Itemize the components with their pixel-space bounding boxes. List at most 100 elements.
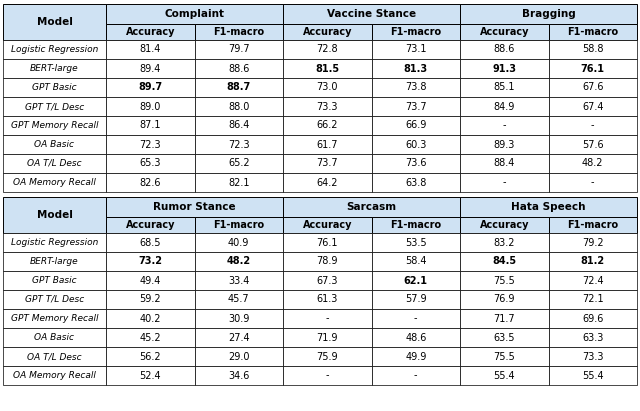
Text: Complaint: Complaint [164,9,225,19]
Text: 83.2: 83.2 [493,238,515,247]
Bar [106,59,195,78]
Text: 73.3: 73.3 [582,351,604,362]
Bar [106,252,195,271]
Text: 40.2: 40.2 [140,314,161,323]
Bar [371,309,460,328]
Text: 45.7: 45.7 [228,295,250,305]
Text: 88.6: 88.6 [493,44,515,55]
Text: 58.4: 58.4 [405,256,426,266]
Bar [371,271,460,290]
Bar [3,290,106,309]
Bar [460,97,548,116]
Text: 30.9: 30.9 [228,314,250,323]
Text: 63.8: 63.8 [405,178,426,187]
Bar [460,78,548,97]
Text: GPT Memory Recall: GPT Memory Recall [11,314,99,323]
Text: 88.0: 88.0 [228,102,250,111]
Text: 55.4: 55.4 [582,370,604,381]
Text: 67.4: 67.4 [582,102,604,111]
Bar [195,233,283,252]
Bar [283,290,371,309]
Text: 67.3: 67.3 [317,275,338,286]
Bar [283,328,371,347]
Bar [195,24,283,40]
Bar [3,366,106,385]
Bar [106,173,195,192]
Bar [3,271,106,290]
Text: Hata Speech: Hata Speech [511,202,586,212]
Text: Vaccine Stance: Vaccine Stance [327,9,416,19]
Text: GPT T/L Desc: GPT T/L Desc [25,102,84,111]
Bar [3,4,106,40]
Text: 65.3: 65.3 [140,159,161,169]
Bar [195,290,283,309]
Text: 67.6: 67.6 [582,83,604,92]
Bar [195,309,283,328]
Bar [283,309,371,328]
Text: 58.8: 58.8 [582,44,604,55]
Bar [3,347,106,366]
Bar [548,309,637,328]
Text: 40.9: 40.9 [228,238,250,247]
Text: 62.1: 62.1 [404,275,428,286]
Bar [3,173,106,192]
Bar [283,59,371,78]
Bar [460,290,548,309]
Text: F1-macro: F1-macro [213,27,264,37]
Text: 72.1: 72.1 [582,295,604,305]
Bar [548,24,637,40]
Text: Logistic Regression: Logistic Regression [11,238,98,247]
Bar [106,154,195,173]
Text: 61.3: 61.3 [317,295,338,305]
Text: 65.2: 65.2 [228,159,250,169]
Text: 55.4: 55.4 [493,370,515,381]
Bar [3,233,106,252]
Text: 52.4: 52.4 [140,370,161,381]
Text: 60.3: 60.3 [405,139,426,150]
Bar [371,233,460,252]
Text: 84.9: 84.9 [493,102,515,111]
Bar [106,24,195,40]
Text: 71.9: 71.9 [317,332,338,342]
Text: 71.7: 71.7 [493,314,515,323]
Bar [283,24,371,40]
Text: 61.7: 61.7 [317,139,338,150]
Bar [371,366,460,385]
Bar [195,173,283,192]
Text: -: - [591,178,595,187]
Bar [371,328,460,347]
Bar [106,97,195,116]
Bar [195,366,283,385]
Bar [283,233,371,252]
Bar [548,97,637,116]
Bar [3,78,106,97]
Text: 72.8: 72.8 [316,44,338,55]
Text: 75.5: 75.5 [493,351,515,362]
Bar [371,347,460,366]
Text: 48.2: 48.2 [582,159,604,169]
Text: 49.9: 49.9 [405,351,426,362]
Bar [283,197,460,217]
Bar [106,233,195,252]
Text: 89.4: 89.4 [140,64,161,74]
Text: 73.7: 73.7 [316,159,338,169]
Text: GPT Basic: GPT Basic [32,276,77,285]
Text: 27.4: 27.4 [228,332,250,342]
Bar [3,97,106,116]
Bar [371,40,460,59]
Bar [195,135,283,154]
Bar [460,366,548,385]
Bar [283,78,371,97]
Text: 73.3: 73.3 [317,102,338,111]
Bar [548,233,637,252]
Text: Bragging: Bragging [522,9,575,19]
Text: 66.9: 66.9 [405,120,426,131]
Text: OA T/L Desc: OA T/L Desc [27,352,82,361]
Bar [371,135,460,154]
Text: 78.9: 78.9 [317,256,338,266]
Text: -: - [414,314,417,323]
Bar [3,135,106,154]
Text: 68.5: 68.5 [140,238,161,247]
Bar [548,40,637,59]
Text: 63.3: 63.3 [582,332,604,342]
